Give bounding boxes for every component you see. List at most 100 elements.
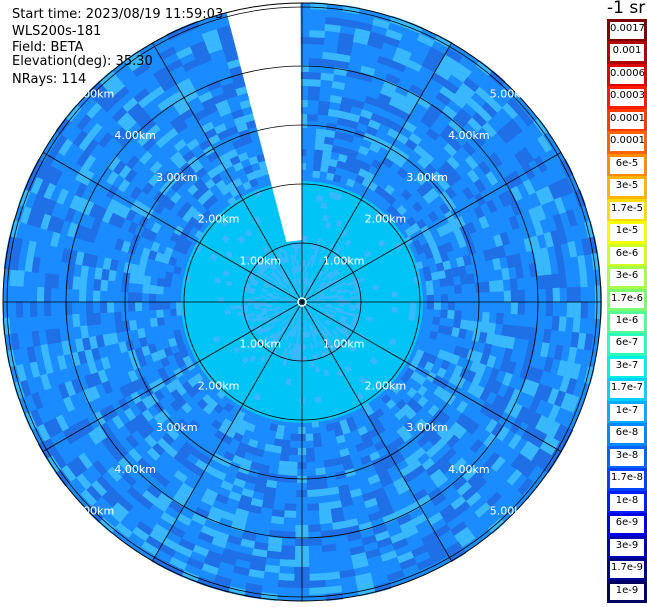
field-gate: [224, 309, 231, 315]
field-gate: [281, 439, 291, 448]
field-gate: [340, 497, 354, 508]
field-gate: [323, 136, 335, 146]
field-gate: [149, 293, 157, 302]
field-gate: [200, 494, 216, 507]
field-gate: [280, 545, 296, 553]
field-gate: [355, 174, 366, 185]
range-label: 4.00km: [114, 463, 156, 476]
field-gate: [305, 272, 308, 279]
field-gate: [141, 118, 157, 133]
field-gate: [247, 568, 265, 579]
field-gate: [169, 115, 185, 128]
field-gate: [292, 254, 297, 261]
field-gate: [533, 117, 549, 136]
field-gate: [338, 568, 356, 579]
field-gate: [342, 288, 349, 293]
field-gate: [421, 180, 434, 193]
field-gate: [454, 88, 471, 104]
field-gate: [182, 212, 193, 223]
field-gate: [547, 182, 561, 201]
field-gate: [383, 35, 401, 48]
field-gate: [163, 278, 172, 288]
range-label: 4.00km: [114, 129, 156, 142]
azimuth-spoke: [42, 152, 303, 303]
field-gate: [553, 344, 564, 361]
field-gate: [126, 486, 143, 502]
range-label: 1.00km: [323, 338, 365, 351]
range-label: 2.00km: [365, 379, 407, 392]
field-gate: [321, 331, 327, 338]
field-gate: [442, 509, 459, 525]
field-gate: [485, 332, 495, 346]
field-gate: [329, 286, 336, 291]
colorbar-tick-label: 1e-8: [610, 493, 644, 511]
field-gate: [265, 479, 278, 489]
field-gate: [327, 108, 340, 118]
field-gate: [467, 117, 483, 133]
field-gate: [302, 307, 305, 314]
field-gate: [288, 281, 294, 287]
field-gate: [90, 371, 102, 386]
field-gate: [130, 358, 141, 371]
field-gate: [82, 200, 95, 216]
field-gate: [425, 445, 439, 459]
field-gate: [457, 108, 473, 123]
field-gate: [37, 286, 45, 302]
field-gate: [315, 128, 327, 137]
field-gate: [413, 144, 427, 158]
field-gate: [427, 187, 440, 200]
field-gate: [306, 305, 313, 309]
field-gate: [481, 101, 498, 118]
field-gate: [363, 132, 376, 143]
field-gate: [254, 301, 261, 305]
field-gate: [204, 178, 216, 190]
field-gate: [309, 311, 314, 317]
field-gate: [181, 402, 193, 414]
field-gate: [440, 293, 448, 303]
colorbar-tick-label: 0.0006: [610, 66, 644, 84]
field-gate: [100, 279, 109, 292]
field-gate: [323, 312, 330, 317]
field-gate: [350, 552, 368, 563]
field-gate: [552, 287, 560, 303]
field-gate: [357, 277, 365, 283]
field-gate: [573, 286, 582, 303]
field-gate: [43, 165, 57, 183]
field-gate: [434, 34, 453, 49]
field-gate: [358, 115, 371, 127]
field-gate: [360, 454, 372, 466]
field-gate: [305, 454, 316, 462]
field-gate: [265, 260, 272, 267]
field-gate: [312, 163, 322, 172]
field-gate: [201, 563, 219, 575]
field-gate: [280, 271, 286, 278]
field-gate: [490, 380, 503, 395]
field-gate: [224, 51, 241, 63]
field-gate: [305, 278, 308, 285]
field-gate: [102, 96, 119, 113]
field-gate: [303, 284, 306, 291]
field-gate: [293, 312, 298, 319]
field-gate: [476, 107, 493, 123]
field-gate: [173, 265, 182, 275]
field-gate: [275, 431, 284, 440]
field-gate: [76, 150, 91, 167]
field-gate: [331, 278, 338, 284]
field-gate: [72, 313, 81, 328]
field-gate: [309, 587, 327, 595]
field-gate: [445, 48, 463, 63]
field-gate: [165, 175, 178, 188]
field-gate: [92, 460, 108, 477]
field-gate: [430, 271, 440, 281]
field-gate: [338, 32, 355, 43]
field-gate: [114, 311, 123, 323]
colorbar-tick-label: 1.7e-6: [610, 291, 644, 309]
field-gate: [199, 138, 212, 151]
field-gate: [313, 249, 319, 257]
field-gate: [310, 330, 315, 337]
field-gate: [369, 357, 378, 366]
field-gate: [322, 275, 328, 282]
field-gate: [355, 302, 362, 306]
field-gate: [264, 281, 271, 287]
field-gate: [107, 506, 125, 523]
